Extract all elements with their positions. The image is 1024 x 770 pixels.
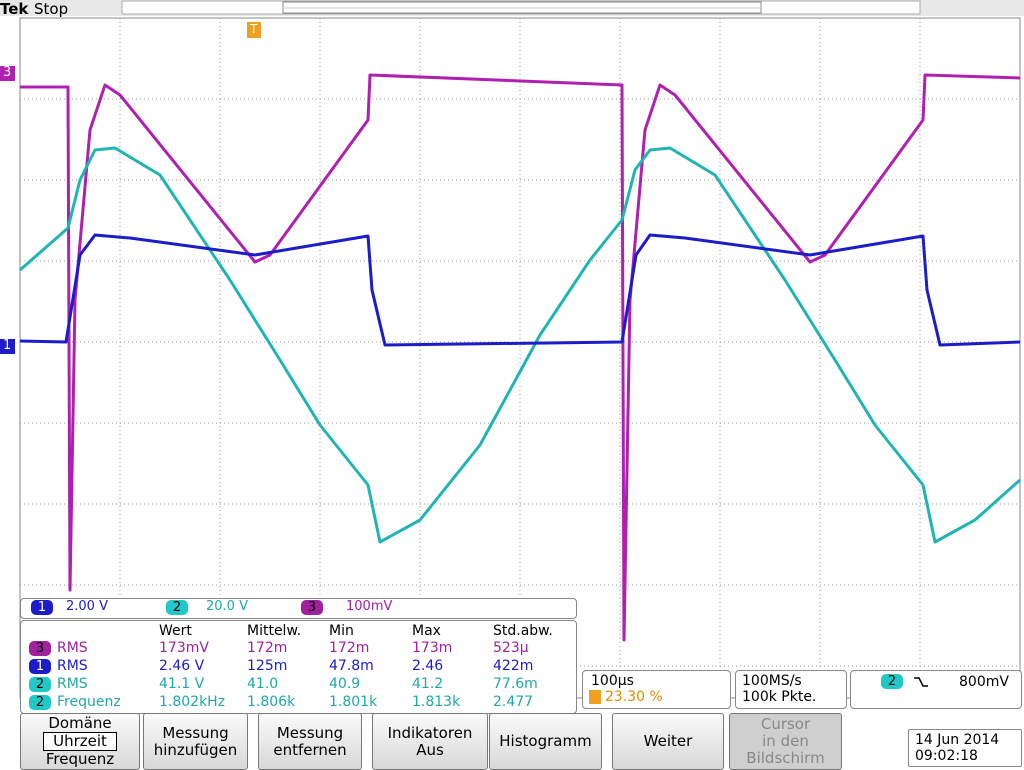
row-badge: 2 xyxy=(29,677,51,692)
menu-button-label: Frequenz xyxy=(45,750,115,768)
menu-button-label: in den xyxy=(762,732,809,750)
measurement-value: 41.0 xyxy=(247,676,279,692)
graticule xyxy=(20,18,1020,698)
measurement-value: 2.46 V xyxy=(159,658,205,674)
time: 09:02:18 xyxy=(915,748,978,764)
measurement-type: RMS xyxy=(57,676,88,692)
column-header: Std.abw. xyxy=(493,623,553,639)
ch1-marker-label: 1 xyxy=(3,338,12,353)
ch2-waveform xyxy=(19,146,1021,544)
trigger-source: 2 xyxy=(881,674,903,689)
menu-button-label: Messung xyxy=(162,723,229,742)
ch3-waveform xyxy=(20,73,1021,642)
menu-button[interactable]: Indikatoren Aus xyxy=(372,713,488,770)
brand: Tek xyxy=(0,0,29,18)
menu-button[interactable]: Cursor in den Bildschirm xyxy=(729,713,842,770)
ch3-marker xyxy=(0,66,15,81)
channel-badge: 2 xyxy=(166,600,188,615)
measurement-value: 1.806k xyxy=(247,694,296,710)
menu-button-label: Uhrzeit xyxy=(43,732,117,751)
measurement-value: 173mV xyxy=(159,640,209,656)
measurement-value: 2.46 xyxy=(412,658,444,674)
trigger-icon xyxy=(589,690,601,704)
sample-rate: 100MS/s xyxy=(742,673,802,689)
column-header: Wert xyxy=(159,623,192,639)
trigger-box: 2 800mV xyxy=(850,670,1022,709)
channel-badge: 1 xyxy=(31,600,53,615)
timebase-box: 100µs 23.30 % xyxy=(582,670,731,709)
channel-scale: 100mV xyxy=(346,599,393,614)
channel-scale: 2.00 V xyxy=(66,599,108,614)
channel-scale: 20.0 V xyxy=(206,599,248,614)
measurement-value: 523µ xyxy=(493,640,529,656)
trigger-level: 800mV xyxy=(959,674,1009,690)
menu-button-label: Domäne xyxy=(48,714,112,732)
measurement-value: 125m xyxy=(247,658,288,674)
acquisition-box: 100MS/s 100k Pkte. xyxy=(735,670,847,709)
measurement-value: 1.813k xyxy=(412,694,461,710)
menu-button-label: Bildschirm xyxy=(746,749,825,767)
trigger-position: 23.30 % xyxy=(605,689,663,705)
menu-button[interactable]: Messung hinzufügen xyxy=(143,713,248,770)
measurement-type: RMS xyxy=(57,658,88,674)
menu-button-label: entfernen xyxy=(273,740,347,759)
column-header: Max xyxy=(412,623,441,639)
measurement-value: 47.8m xyxy=(329,658,374,674)
row-badge: 1 xyxy=(29,659,51,674)
slope-icon xyxy=(914,677,928,687)
menu-button-label: Weiter xyxy=(643,732,693,750)
row-badge: 3 xyxy=(29,641,51,656)
date: 14 Jun 2014 xyxy=(915,732,1000,748)
menu-button-label: Cursor xyxy=(760,715,811,733)
measurement-value: 172m xyxy=(329,640,370,656)
measurement-value: 172m xyxy=(247,640,288,656)
measurement-type: Frequenz xyxy=(57,694,121,710)
ch3-marker-label: 3 xyxy=(3,65,12,80)
timebase-scale: 100µs xyxy=(591,673,634,689)
measurement-value: 1.802kHz xyxy=(159,694,226,710)
menu-button-label: Aus xyxy=(416,740,444,759)
measurement-value: 41.2 xyxy=(412,676,444,692)
menu-button[interactable]: Messung entfernen xyxy=(258,713,362,770)
menu-button[interactable]: Domäne Uhrzeit Frequenz xyxy=(20,713,140,770)
menu-button-label: Histogramm xyxy=(499,732,592,750)
measurement-type: RMS xyxy=(57,640,88,656)
measurement-value: 77.6m xyxy=(493,676,538,692)
measurement-value: 1.801k xyxy=(329,694,378,710)
channel-bar: 1 2.00 V 2 20.0 V 3 100mV xyxy=(20,598,577,619)
measurement-value: 173m xyxy=(412,640,453,656)
measurement-value: 40.9 xyxy=(329,676,361,692)
datetime-box: 14 Jun 2014 09:02:18 xyxy=(908,729,1022,767)
measurement-value: 422m xyxy=(493,658,534,674)
column-header: Mittelw. xyxy=(247,623,302,639)
menu-button[interactable]: Weiter xyxy=(612,713,724,770)
measurement-panel: Wert Mittelw. Min Max Std.abw. 3 RMS 173mV 172m 1… xyxy=(20,620,577,714)
status: Stop xyxy=(34,0,69,18)
measurement-value: 2.477 xyxy=(493,694,534,710)
ch1-waveform xyxy=(19,233,1021,347)
menu-button-label: hinzufügen xyxy=(153,740,238,759)
menu-button-label: Indikatoren xyxy=(387,723,473,742)
record-length: 100k Pkte. xyxy=(742,689,817,705)
trigger-marker-label: T xyxy=(250,22,258,36)
trigger-marker xyxy=(247,22,261,38)
ch1-marker xyxy=(0,339,15,354)
channel-badge: 3 xyxy=(301,600,323,615)
measurement-value: 41.1 V xyxy=(159,676,205,692)
row-badge: 2 xyxy=(29,695,51,710)
menu-button-label: Messung xyxy=(276,723,344,742)
menu-button[interactable]: Histogramm xyxy=(489,713,602,770)
column-header: Min xyxy=(329,623,354,639)
